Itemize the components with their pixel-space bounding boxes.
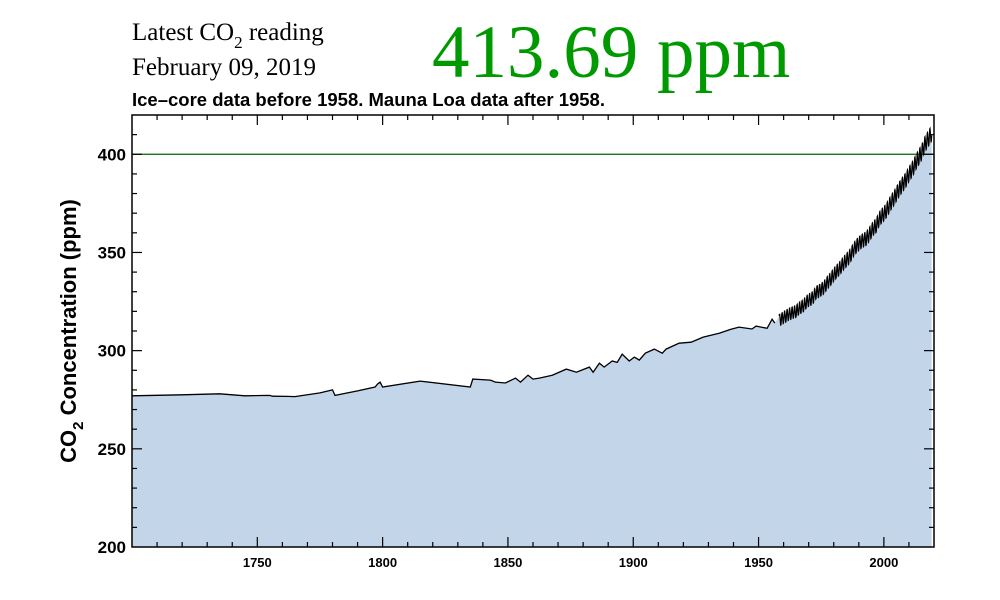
x-tick-label: 2000 (869, 555, 898, 570)
axis-ticks (132, 115, 934, 547)
reading-date: February 09, 2019 (132, 54, 316, 81)
chart-subtitle: Ice–core data before 1958. Mauna Loa dat… (132, 89, 605, 110)
plot-frame (131, 114, 935, 548)
y-axis-label: CO2 Concentration (ppm) (56, 199, 87, 463)
x-tick-labels: 1750 1800 1850 1900 1950 2000 (243, 555, 898, 570)
y-tick-label: 300 (98, 342, 126, 361)
y-tick-label: 350 (98, 243, 126, 262)
latest-reading-label: Latest CO2 reading (132, 18, 324, 51)
x-tick-label: 1900 (619, 555, 648, 570)
mauna-loa-line (778, 126, 933, 327)
label-subscript: 2 (234, 33, 243, 52)
co2-area-fill (132, 128, 932, 547)
x-tick-label: 1850 (493, 555, 522, 570)
latest-value: 413.69 ppm (432, 11, 791, 94)
label-text: Latest CO (132, 19, 235, 46)
x-tick-label: 1800 (368, 555, 397, 570)
y-tick-labels: 200 250 300 350 400 (98, 145, 126, 557)
y-tick-label: 400 (98, 145, 126, 164)
x-tick-label: 1950 (744, 555, 773, 570)
x-tick-label: 1750 (243, 555, 272, 570)
label-text: reading (242, 19, 324, 46)
ice-core-line (131, 317, 776, 398)
y-tick-label: 200 (98, 538, 126, 557)
y-tick-label: 250 (98, 440, 126, 459)
